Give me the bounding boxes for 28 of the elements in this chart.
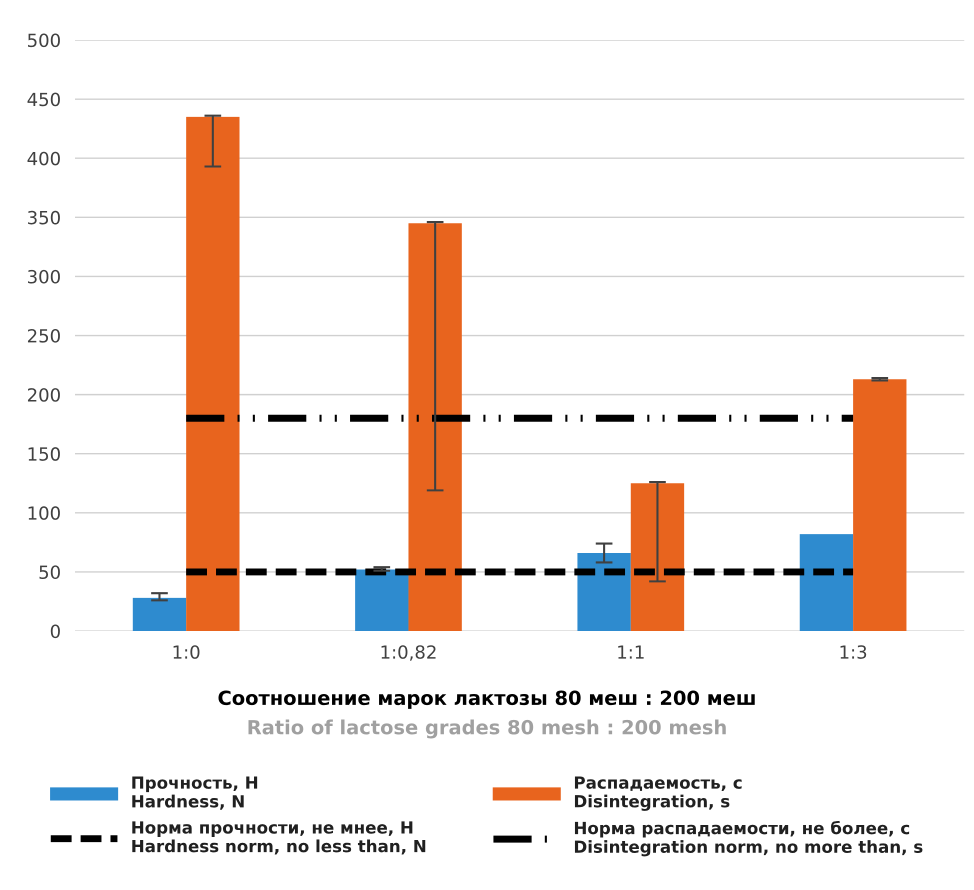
- bar: [186, 116, 240, 632]
- x-tick-label: 1:3: [840, 645, 866, 659]
- bar: [630, 483, 684, 632]
- legend-label: Норма распадаемости, не более, с Disintegration norm, no more than, s: [574, 820, 922, 856]
- x-tick-label: 1:1: [618, 645, 644, 659]
- y-tick-label: 500: [28, 34, 60, 48]
- bar: [408, 223, 462, 632]
- x-tick-label: 1:0,82: [382, 645, 436, 661]
- bar: [577, 553, 631, 632]
- x-tick-label: 1:0: [174, 645, 200, 659]
- legend-label: Норма прочности, не мнее, Н Hardness norm, no less than, N: [132, 821, 426, 855]
- y-tick-label: 300: [28, 270, 60, 284]
- legend-label: Распадаемость, с Disintegration, s: [574, 776, 742, 811]
- y-tick-label: 450: [28, 92, 60, 106]
- y-tick-label: 0: [50, 624, 60, 638]
- bar: [800, 534, 854, 632]
- y-tick-label: 400: [28, 152, 60, 166]
- y-tick-label: 100: [28, 506, 60, 520]
- y-tick-label: 150: [28, 447, 60, 461]
- y-tick-label: 350: [28, 210, 60, 224]
- legend-label: Прочность, Н Hardness, N: [132, 776, 258, 810]
- bar: [355, 570, 408, 632]
- y-tick-label: 50: [40, 565, 60, 580]
- y-tick-label: 250: [28, 328, 60, 343]
- bar: [132, 598, 186, 632]
- y-tick-label: 200: [28, 388, 60, 402]
- x-axis-title: Соотношение марок лактозы 80 меш : 200 меш Ratio of lactose grades 80 mesh : 200 mesh: [218, 690, 755, 738]
- bar: [853, 379, 906, 632]
